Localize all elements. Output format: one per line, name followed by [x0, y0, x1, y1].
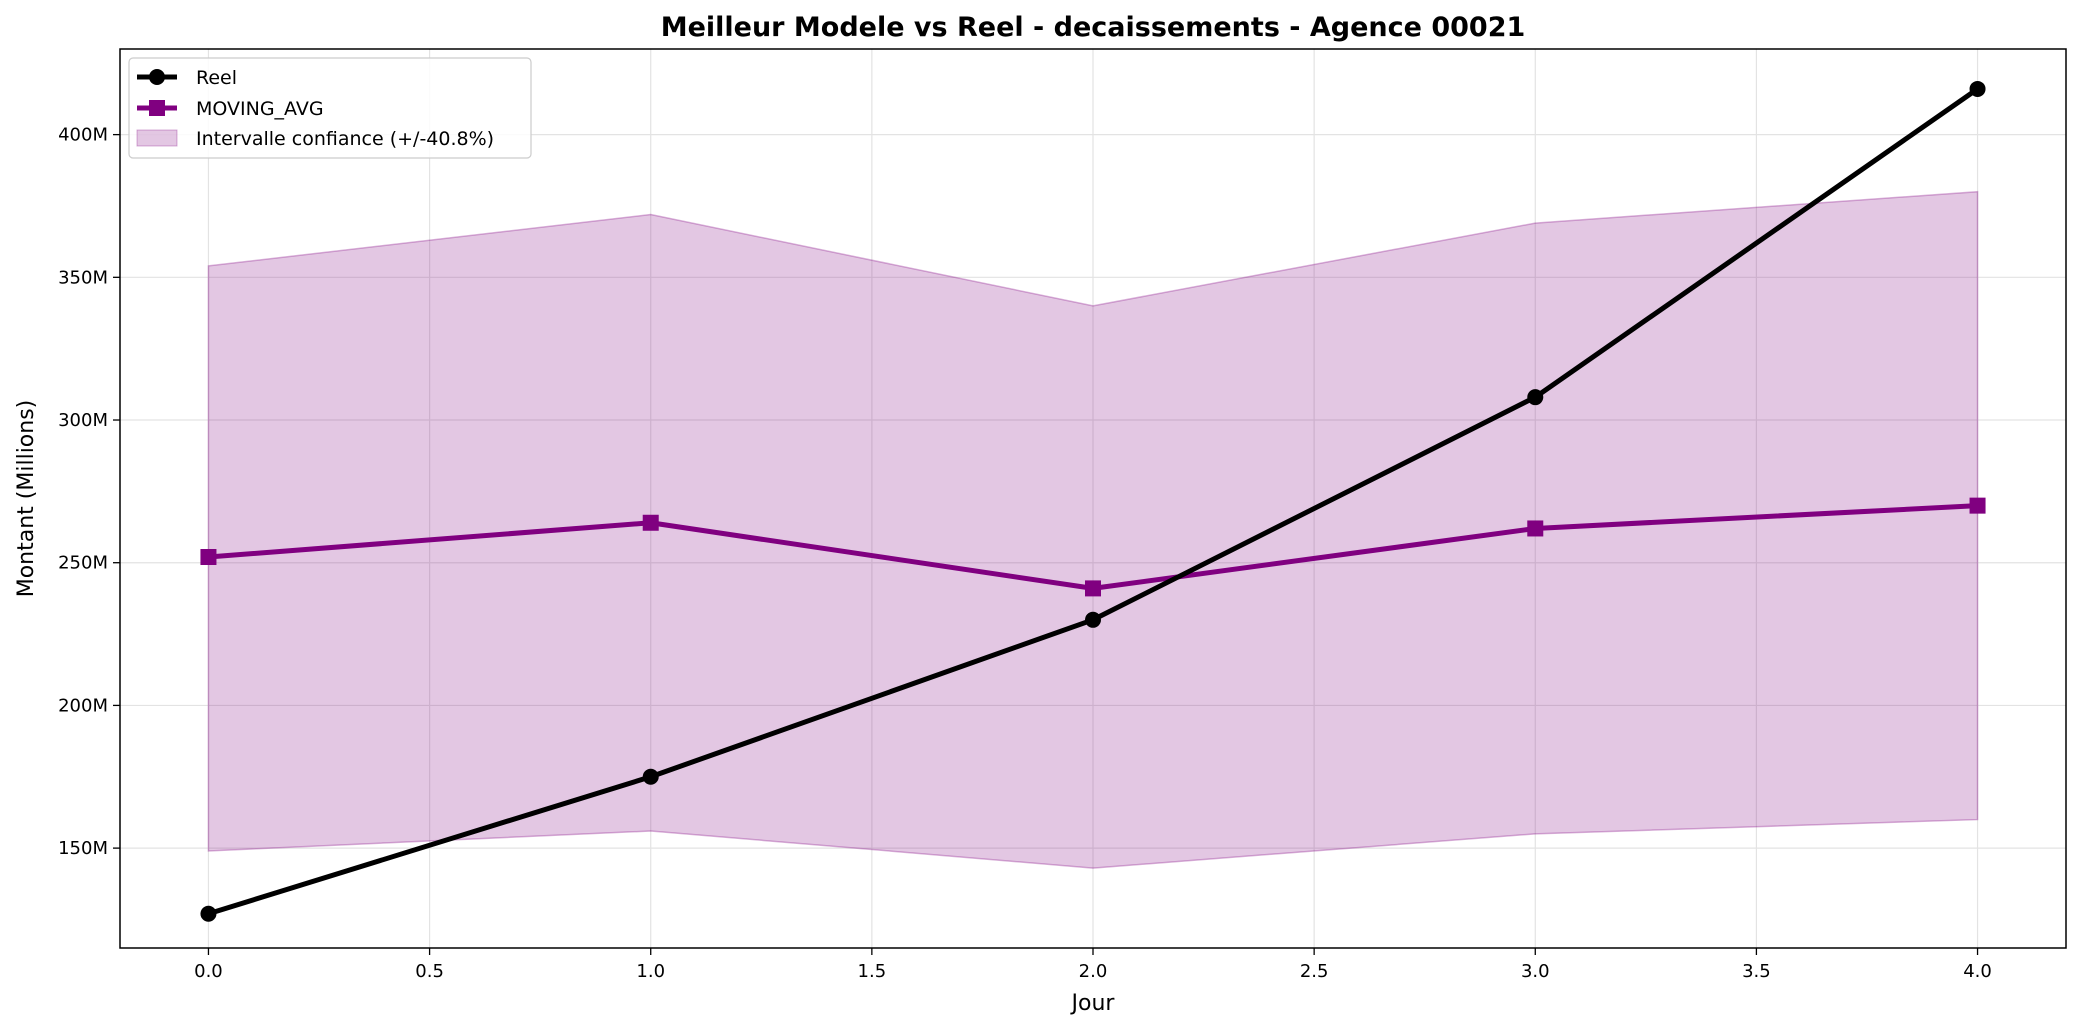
y-axis: 150M 200M 250M 300M 350M 400M: [58, 125, 120, 859]
y-tick-label: 300M: [58, 410, 108, 431]
chart-title: Meilleur Modele vs Reel - decaissements …: [661, 12, 1526, 43]
legend: Reel MOVING_AVG Intervalle confiance (+/-4…: [128, 57, 532, 159]
legend-marker-reel: [149, 69, 165, 85]
y-tick-label: 250M: [58, 553, 108, 574]
x-tick-label: 0.0: [194, 961, 223, 982]
data-point-reel: [200, 905, 217, 922]
data-point-reel: [642, 768, 659, 785]
y-tick-label: 350M: [58, 267, 108, 288]
data-point-moving-avg: [1527, 520, 1544, 537]
y-tick-label: 200M: [58, 695, 108, 716]
x-tick-label: 4.0: [1963, 961, 1992, 982]
x-tick-label: 2.0: [1079, 961, 1108, 982]
series-layer: [200, 80, 1986, 922]
legend-label-reel: Reel: [196, 67, 237, 89]
data-point-reel: [1969, 80, 1986, 97]
grid: [120, 49, 2066, 948]
legend-label-band: Intervalle confiance (+/-40.8%): [196, 128, 494, 150]
x-tick-label: 1.0: [636, 961, 665, 982]
legend-marker-moving-avg: [149, 100, 165, 116]
data-point-moving-avg: [1085, 580, 1101, 597]
x-tick-label: 3.0: [1521, 961, 1550, 982]
confidence-band: [207, 190, 1979, 869]
x-axis-label: Jour: [1070, 991, 1116, 1016]
legend-swatch-band: [136, 129, 178, 147]
legend-box: [128, 57, 532, 159]
x-tick-label: 1.5: [858, 961, 887, 982]
confidence-band-area: [207, 190, 1979, 869]
data-point-moving-avg: [1969, 497, 1986, 514]
data-point-moving-avg: [200, 549, 217, 566]
data-point-reel: [1085, 611, 1101, 628]
x-tick-label: 3.5: [1742, 961, 1771, 982]
y-tick-label: 400M: [58, 125, 108, 146]
data-point-moving-avg: [642, 514, 659, 531]
y-tick-label: 150M: [58, 838, 108, 859]
data-point-reel: [1527, 389, 1544, 406]
x-axis: 0.0 0.5 1.0 1.5 2.0 2.5 3.0 3.5 4.0: [194, 948, 1992, 982]
x-tick-label: 2.5: [1300, 961, 1329, 982]
x-tick-label: 0.5: [415, 961, 444, 982]
y-axis-label: Montant (Millions): [14, 400, 39, 598]
legend-label-moving-avg: MOVING_AVG: [196, 98, 324, 120]
